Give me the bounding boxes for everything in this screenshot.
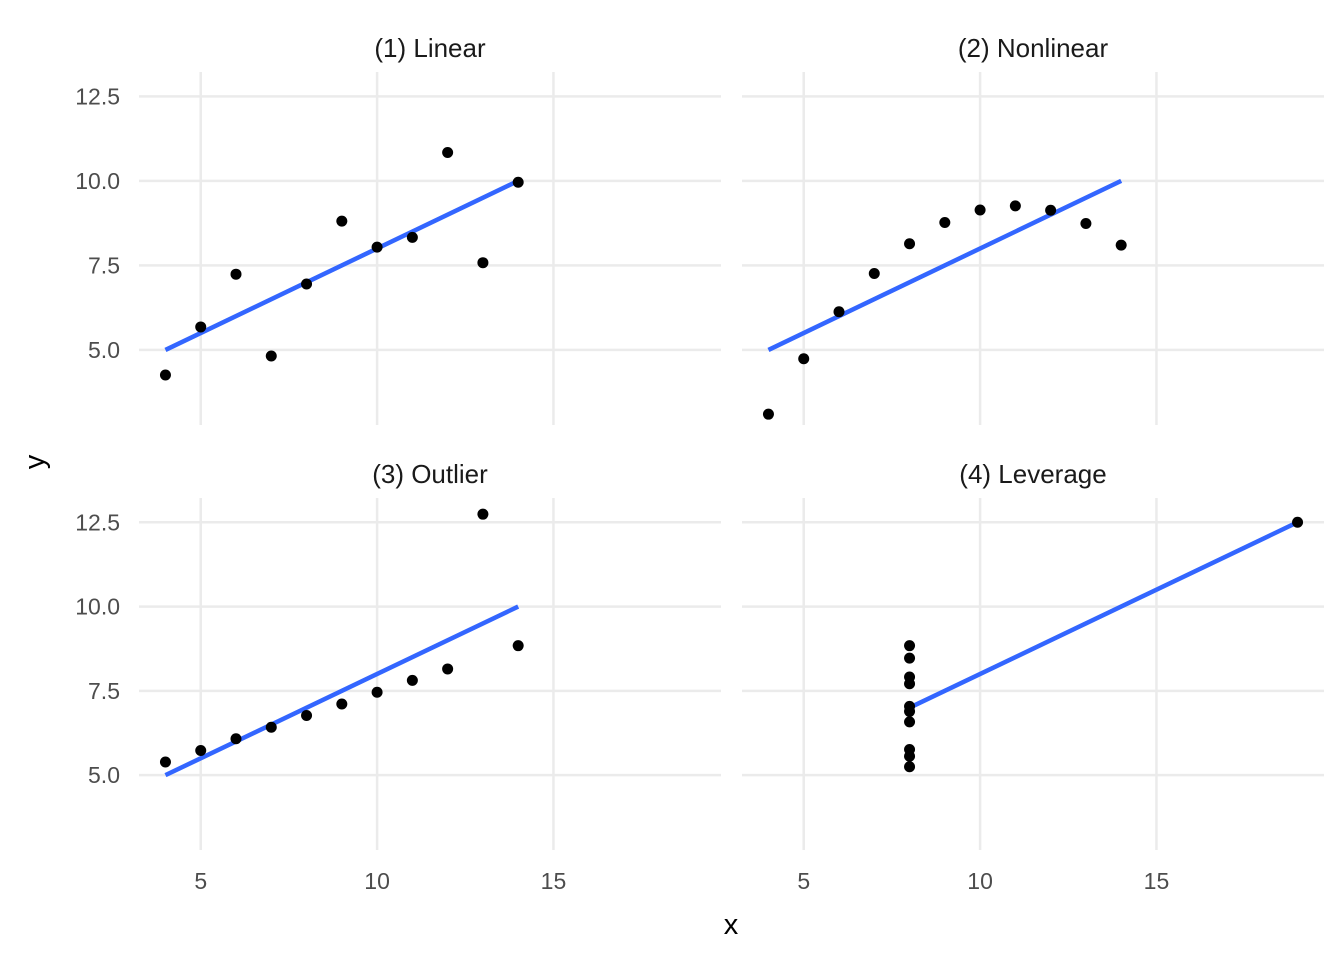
data-point xyxy=(195,321,207,333)
data-point xyxy=(477,257,489,269)
data-point xyxy=(301,709,313,721)
y-tick-label: 5.0 xyxy=(88,762,120,788)
panel-2: (2) Nonlinear xyxy=(742,33,1324,425)
data-point xyxy=(904,716,916,728)
x-axis-title: x xyxy=(724,909,739,941)
data-point xyxy=(904,750,916,762)
x-tick-label: 15 xyxy=(541,868,567,894)
data-point xyxy=(336,698,348,710)
y-tick-label: 7.5 xyxy=(88,252,120,278)
panel-title: (2) Nonlinear xyxy=(958,33,1109,63)
panel-title: (4) Leverage xyxy=(959,459,1106,489)
data-point xyxy=(371,686,383,698)
data-point xyxy=(230,268,242,280)
y-tick-label: 7.5 xyxy=(88,678,120,704)
panel-4: (4) Leverage xyxy=(742,459,1324,850)
x-axis-ticks-left: 5 10 15 xyxy=(194,868,566,894)
data-point xyxy=(406,674,418,686)
x-tick-label: 10 xyxy=(364,868,390,894)
x-tick-label: 5 xyxy=(797,868,810,894)
data-point xyxy=(265,721,277,733)
data-point xyxy=(477,508,489,520)
y-tick-label: 12.5 xyxy=(75,83,120,109)
data-point xyxy=(904,640,916,652)
data-point xyxy=(1009,200,1021,212)
data-point xyxy=(230,733,242,745)
regression-line xyxy=(164,604,520,778)
regression-line xyxy=(908,520,1299,710)
data-point xyxy=(798,353,810,365)
data-point xyxy=(371,241,383,253)
panel-1: (1) Linear xyxy=(139,33,721,425)
data-point xyxy=(833,306,845,318)
panel-title: (1) Linear xyxy=(374,33,486,63)
data-point xyxy=(336,215,348,227)
data-point xyxy=(301,278,313,290)
data-point xyxy=(904,671,916,683)
data-point xyxy=(512,176,524,188)
data-point xyxy=(442,146,454,158)
data-point xyxy=(195,745,207,757)
regression-line xyxy=(767,178,1123,352)
data-point xyxy=(406,231,418,243)
panel-3: (3) Outlier xyxy=(139,459,721,850)
data-point xyxy=(512,640,524,652)
y-axis-ticks-bottom: 5.0 7.5 10.0 12.5 xyxy=(75,509,120,788)
data-point xyxy=(762,408,774,420)
x-tick-label: 5 xyxy=(194,868,207,894)
x-axis-ticks-right: 5 10 15 xyxy=(797,868,1169,894)
panel-title: (3) Outlier xyxy=(372,459,488,489)
data-point xyxy=(904,652,916,664)
x-tick-label: 10 xyxy=(967,868,993,894)
data-point xyxy=(265,350,277,362)
data-point xyxy=(904,761,916,773)
panels-group: (1) Linear (2) Nonlinear (3) Outlier (4) Le… xyxy=(139,33,1324,850)
data-point xyxy=(442,663,454,675)
data-point xyxy=(1080,217,1092,229)
data-point xyxy=(1045,204,1057,216)
x-tick-label: 15 xyxy=(1144,868,1170,894)
y-tick-label: 5.0 xyxy=(88,337,120,363)
data-point xyxy=(1292,516,1304,528)
data-point xyxy=(159,369,171,381)
y-tick-label: 10.0 xyxy=(75,168,120,194)
y-tick-label: 10.0 xyxy=(75,594,120,620)
y-axis-title: y xyxy=(19,454,51,469)
y-axis-ticks-top: 5.0 7.5 10.0 12.5 xyxy=(75,83,120,363)
y-tick-label: 12.5 xyxy=(75,509,120,535)
data-point xyxy=(1115,239,1127,251)
data-point xyxy=(904,705,916,717)
data-point xyxy=(974,204,986,216)
regression-line xyxy=(164,178,520,352)
data-point xyxy=(904,238,916,250)
data-point xyxy=(868,268,880,280)
data-point xyxy=(939,216,951,228)
data-point xyxy=(159,756,171,768)
